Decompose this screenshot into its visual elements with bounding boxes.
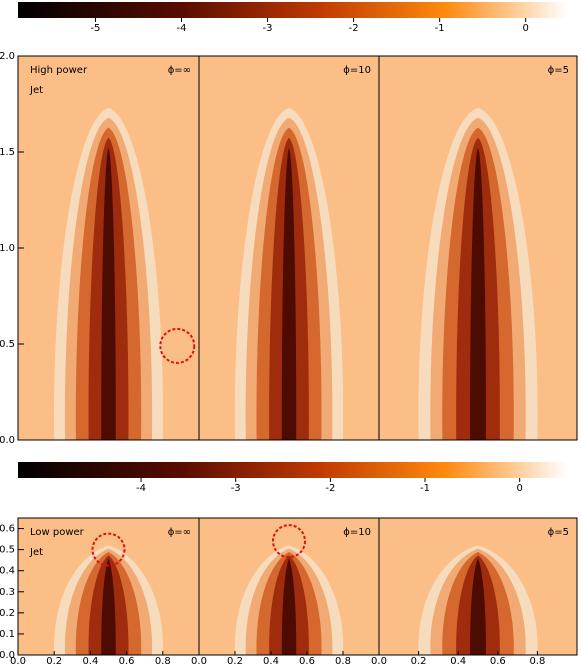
x-tick-label: 0.4 <box>450 656 466 665</box>
colorbar-tick-label: -3 <box>263 23 273 34</box>
jet-layer <box>101 147 116 440</box>
colorbar-tick-label: -1 <box>435 23 445 34</box>
x-tick-label: 0.8 <box>335 656 351 665</box>
colorbar <box>18 2 567 18</box>
y-tick-label: 0.0 <box>0 650 15 661</box>
panel-title: ϕ=5 <box>548 65 569 76</box>
panel: ϕ=10 <box>198 517 380 656</box>
panel: ϕ=∞ <box>17 517 200 656</box>
colorbar-tick-label: -4 <box>177 23 187 34</box>
colorbar-tick-label: -2 <box>349 23 359 34</box>
y-tick-label: 0.2 <box>0 608 15 619</box>
y-tick-label: 0.1 <box>0 629 15 640</box>
y-tick-label: 1.0 <box>0 243 15 254</box>
y-tick-label: 0.0 <box>0 435 15 446</box>
y-tick-label: 0.4 <box>0 566 15 577</box>
highlight-circle <box>91 532 126 567</box>
colorbar-tick-label: -3 <box>231 483 241 494</box>
y-tick-label: 1.5 <box>0 147 15 158</box>
row-label: Jet <box>29 85 43 96</box>
panel-frame <box>378 517 578 656</box>
x-tick-label: 0.2 <box>46 656 62 665</box>
colorbar-tick-label: -5 <box>90 23 100 34</box>
row-label: High power <box>30 65 88 76</box>
x-tick-label: 0.4 <box>263 656 279 665</box>
x-tick-label: 0.6 <box>490 656 506 665</box>
y-tick-label: 0.6 <box>0 524 15 535</box>
y-tick-label: 0.5 <box>0 545 15 556</box>
x-tick-label: 0.8 <box>155 656 171 665</box>
panel: ϕ=10 <box>198 55 380 441</box>
row-label: Jet <box>29 547 43 558</box>
panel: ϕ=5 <box>378 55 578 441</box>
x-tick-label: 0.6 <box>119 656 135 665</box>
colorbar-tick-label: -1 <box>420 483 430 494</box>
y-tick-label: 0.5 <box>0 339 15 350</box>
x-tick-label: 0.0 <box>10 656 26 665</box>
panel-title: ϕ=5 <box>548 527 569 538</box>
highlight-circle <box>159 327 196 364</box>
panel-title: ϕ=10 <box>343 65 371 76</box>
colorbar <box>18 462 567 478</box>
jet-layer <box>101 558 116 655</box>
panel-frame <box>378 55 578 441</box>
panel-title: ϕ=10 <box>343 527 371 538</box>
jet-layer <box>470 147 486 440</box>
x-tick-label: 0.0 <box>371 656 387 665</box>
jet-layer <box>281 558 297 655</box>
row-label: Low power <box>30 527 85 538</box>
y-tick-label: 2.0 <box>0 51 15 62</box>
jet-layer <box>281 147 297 440</box>
y-tick-label: 0.3 <box>0 587 15 598</box>
x-tick-label: 0.0 <box>191 656 207 665</box>
jet-layer <box>470 558 486 655</box>
panel: ϕ=∞ <box>17 55 200 441</box>
colorbar-tick-label: 0 <box>523 23 529 34</box>
panel-title: ϕ=∞ <box>168 527 191 538</box>
panel-title: ϕ=∞ <box>168 65 191 76</box>
x-tick-label: 0.8 <box>529 656 545 665</box>
colorbar-tick-label: 0 <box>516 483 522 494</box>
colorbar-tick-label: -2 <box>325 483 335 494</box>
x-tick-label: 0.2 <box>227 656 243 665</box>
highlight-circle <box>272 524 306 559</box>
x-tick-label: 0.4 <box>82 656 98 665</box>
x-tick-label: 0.2 <box>411 656 427 665</box>
panel: ϕ=5 <box>378 517 578 656</box>
x-tick-label: 0.6 <box>299 656 315 665</box>
colorbar-tick-label: -4 <box>136 483 146 494</box>
